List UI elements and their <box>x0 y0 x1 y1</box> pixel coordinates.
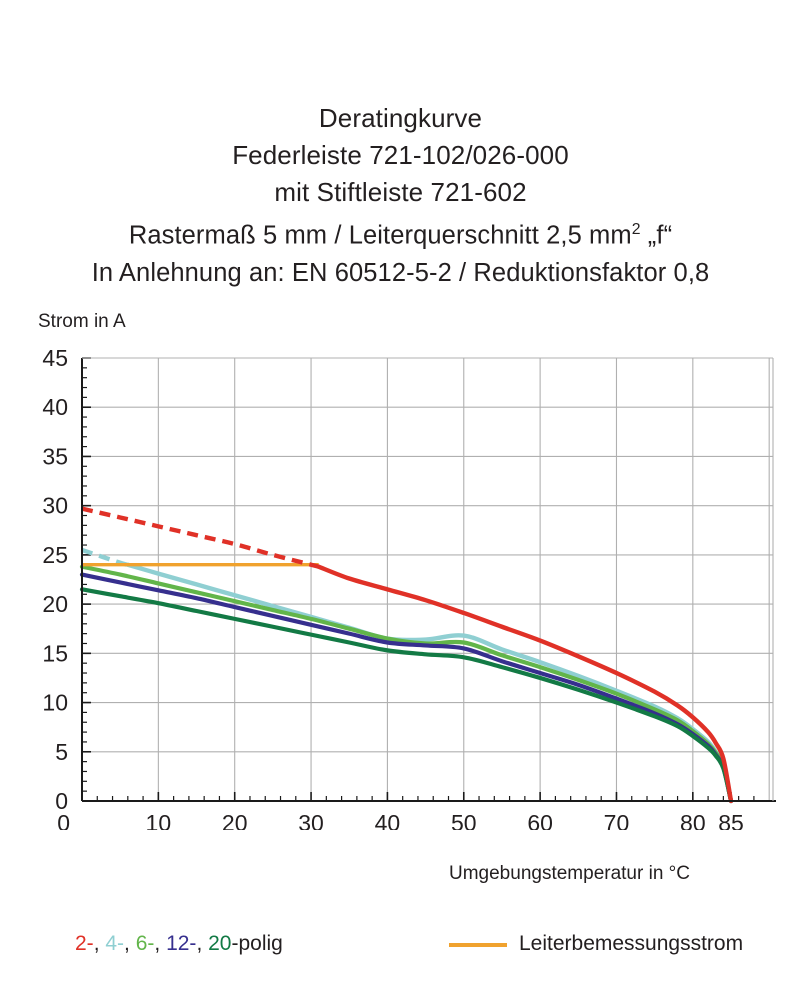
y-tick-label: 5 <box>55 739 68 765</box>
x-tick-label: 60 <box>527 810 553 830</box>
y-tick-label: 20 <box>42 591 68 617</box>
rated-current-label: Leiterbemessungsstrom <box>519 932 744 955</box>
series-line-20-polig <box>79 587 734 804</box>
title-line-3: mit Stiftleiste 721-602 <box>274 177 527 207</box>
title-line-4-post: „f“ <box>640 221 673 250</box>
legend-poles: 2-, 4-, 6-, 12-, 20-polig <box>75 932 283 956</box>
y-axis-title: Strom in A <box>38 311 126 332</box>
title-line-2: Federleiste 721-102/026-000 <box>232 140 569 170</box>
legend-sep-3: , <box>154 932 167 955</box>
series-line-6-polig <box>79 564 734 804</box>
figure-title: Deratingkurve Federleiste 721-102/026-00… <box>0 100 801 292</box>
title-line-4: Rastermaß 5 mm / Leiterquerschnitt 2,5 m… <box>0 211 801 255</box>
rated-current-swatch-icon <box>449 943 507 947</box>
legend-item-20-polig: 20 <box>208 932 232 955</box>
legend-item-12-polig: 12- <box>166 932 197 955</box>
x-tick-label: 0 <box>57 810 70 830</box>
legend-item-4-polig: 4- <box>105 932 125 955</box>
y-tick-label: 40 <box>42 394 68 420</box>
legend-item-2-polig: 2- <box>75 932 94 955</box>
title-line-4-superscript: 2 <box>631 221 641 238</box>
legend: 2-, 4-, 6-, 12-, 20-polig Leiterbemessun… <box>0 932 801 972</box>
y-tick-label: 45 <box>42 345 68 371</box>
series-line-4-polig-dashed <box>81 547 129 567</box>
x-tick-label: 70 <box>604 810 630 830</box>
y-tick-label: 10 <box>42 690 68 716</box>
title-line-1: Deratingkurve <box>318 103 483 133</box>
legend-suffix-polig: -polig <box>231 932 283 955</box>
legend-sep-1: , <box>93 932 106 955</box>
minor-ticks <box>82 367 755 801</box>
y-tick-label: 0 <box>55 788 68 814</box>
x-axis-title: Umgebungstemperatur in °C <box>449 863 690 884</box>
x-tick-label: 40 <box>375 810 401 830</box>
x-tick-label: 50 <box>451 810 477 830</box>
x-tick-label: 20 <box>222 810 248 830</box>
y-tick-label: 30 <box>42 493 68 519</box>
title-line-5: In Anlehnung an: EN 60512-5-2 / Reduktio… <box>91 258 710 287</box>
data-series <box>79 506 734 804</box>
x-tick-label: 80 <box>680 810 706 830</box>
legend-item-6-polig: 6- <box>135 932 155 955</box>
x-tick-label: 10 <box>146 810 172 830</box>
chart-svg: 0 5 10 15 20 25 30 35 40 45 0 10 20 30 40 50 60 70 80 85 <box>42 345 776 830</box>
tick-labels: 0 5 10 15 20 25 30 35 40 45 0 10 20 30 40 50 60 70 80 85 <box>42 345 743 830</box>
x-tick-label: 85 <box>718 810 744 830</box>
series-line-2-polig-solid <box>316 564 734 804</box>
title-line-4-pre: Rastermaß 5 mm / Leiterquerschnitt 2,5 m… <box>128 221 632 250</box>
y-tick-label: 15 <box>42 640 68 666</box>
axis-lines <box>81 357 776 802</box>
legend-rated-current: Leiterbemessungsstrom <box>449 932 743 956</box>
y-tick-label: 35 <box>42 443 68 469</box>
plot-area: 0 5 10 15 20 25 30 35 40 45 0 10 20 30 40 50 60 70 80 85 <box>0 330 801 830</box>
legend-sep-2: , <box>124 932 136 955</box>
series-line-2-polig-dashed <box>81 506 320 569</box>
legend-sep-4: , <box>196 932 209 955</box>
x-tick-label: 30 <box>298 810 324 830</box>
y-tick-label: 25 <box>42 542 68 568</box>
